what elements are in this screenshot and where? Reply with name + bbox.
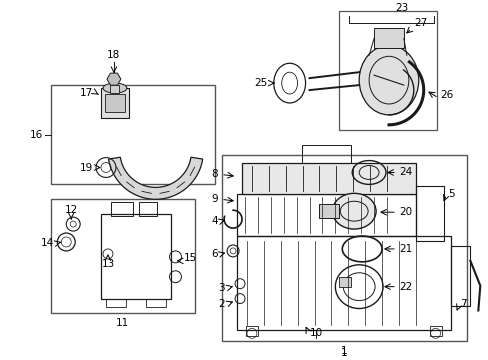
Text: 12: 12: [64, 205, 78, 215]
Bar: [139, 202, 156, 216]
Text: 10: 10: [309, 328, 322, 338]
Bar: [101, 88, 128, 118]
Text: 26: 26: [440, 90, 453, 100]
Bar: [101, 214, 170, 298]
Text: 4: 4: [211, 216, 218, 226]
Bar: [222, 154, 467, 341]
Text: 22: 22: [398, 282, 411, 292]
Bar: [429, 327, 441, 336]
Text: 19: 19: [80, 162, 93, 172]
Text: 1: 1: [340, 346, 347, 356]
Bar: [449, 246, 469, 306]
Bar: [319, 204, 339, 218]
Text: 16: 16: [30, 130, 43, 140]
Text: 17: 17: [80, 88, 93, 98]
Bar: [373, 28, 403, 48]
Bar: [242, 163, 415, 194]
Text: 13: 13: [101, 259, 114, 269]
Bar: [145, 298, 165, 306]
Bar: [110, 85, 119, 93]
Bar: [51, 199, 195, 314]
Text: 21: 21: [398, 244, 411, 254]
Text: 6: 6: [211, 249, 218, 259]
Bar: [105, 94, 124, 112]
Text: 5: 5: [447, 189, 454, 199]
Bar: [111, 202, 133, 216]
Bar: [415, 186, 443, 241]
Ellipse shape: [332, 193, 375, 229]
Text: 18: 18: [107, 50, 121, 60]
Text: 8: 8: [211, 170, 218, 180]
Text: 7: 7: [460, 298, 466, 309]
Text: 11: 11: [116, 318, 129, 328]
Bar: [237, 194, 415, 236]
Text: 27: 27: [413, 18, 426, 27]
Bar: [339, 277, 350, 287]
Bar: [51, 85, 215, 184]
Ellipse shape: [359, 45, 418, 115]
Bar: [245, 327, 257, 336]
Bar: [106, 298, 125, 306]
Text: 23: 23: [394, 3, 407, 13]
Text: 25: 25: [254, 78, 267, 88]
Text: 15: 15: [183, 253, 196, 263]
Ellipse shape: [103, 83, 126, 93]
Text: 14: 14: [41, 238, 54, 248]
Text: 9: 9: [211, 194, 218, 204]
Bar: [301, 145, 350, 163]
Text: 1: 1: [340, 348, 347, 358]
Polygon shape: [107, 73, 121, 85]
Bar: [339, 11, 436, 130]
Text: 20: 20: [398, 207, 411, 217]
Text: 3: 3: [218, 283, 224, 293]
Polygon shape: [108, 157, 203, 199]
Bar: [237, 236, 449, 330]
Text: 2: 2: [218, 298, 224, 309]
Text: 24: 24: [398, 167, 411, 177]
